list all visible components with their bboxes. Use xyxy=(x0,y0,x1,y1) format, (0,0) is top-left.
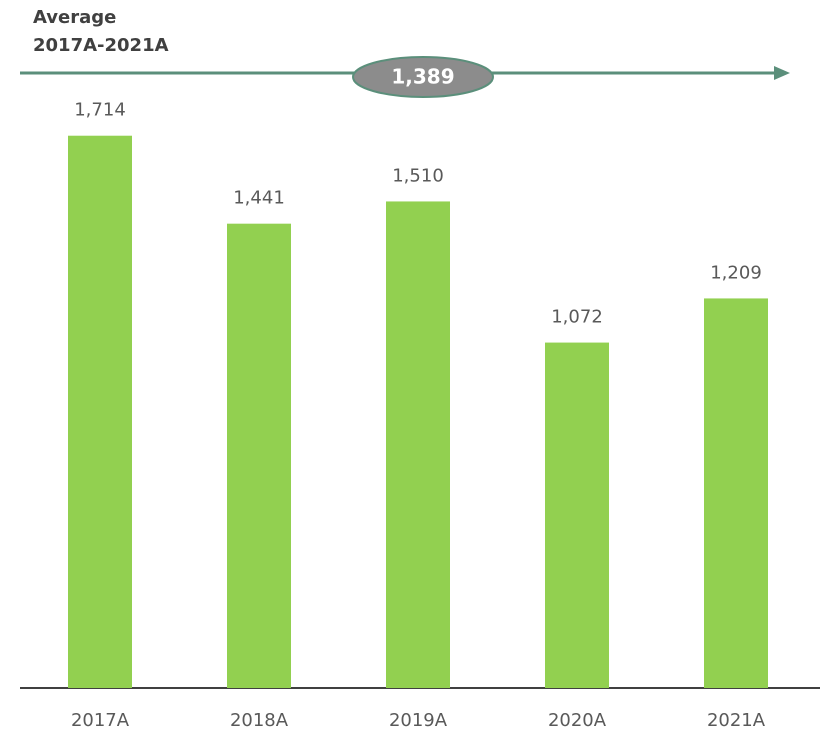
arrow-head xyxy=(774,66,790,80)
value-label: 1,510 xyxy=(392,165,444,186)
average-badge xyxy=(352,56,494,98)
bar xyxy=(545,342,609,688)
value-label: 1,714 xyxy=(74,100,126,121)
x-tick-label: 2017A xyxy=(71,710,130,731)
x-tick-label: 2019A xyxy=(389,710,448,731)
x-tick-label: 2018A xyxy=(230,710,289,731)
value-label: 1,441 xyxy=(233,188,285,209)
x-tick-label: 2021A xyxy=(707,710,766,731)
bar xyxy=(68,135,132,688)
value-label: 1,209 xyxy=(710,262,762,283)
bar xyxy=(386,201,450,688)
annotation-title: 2017A-2021A xyxy=(33,35,169,56)
value-label: 1,072 xyxy=(551,307,603,328)
bar xyxy=(704,298,768,688)
bar xyxy=(227,223,291,688)
average-value: 1,389 xyxy=(391,65,454,89)
x-tick-label: 2020A xyxy=(548,710,607,731)
annotation-title: Average xyxy=(33,7,116,28)
